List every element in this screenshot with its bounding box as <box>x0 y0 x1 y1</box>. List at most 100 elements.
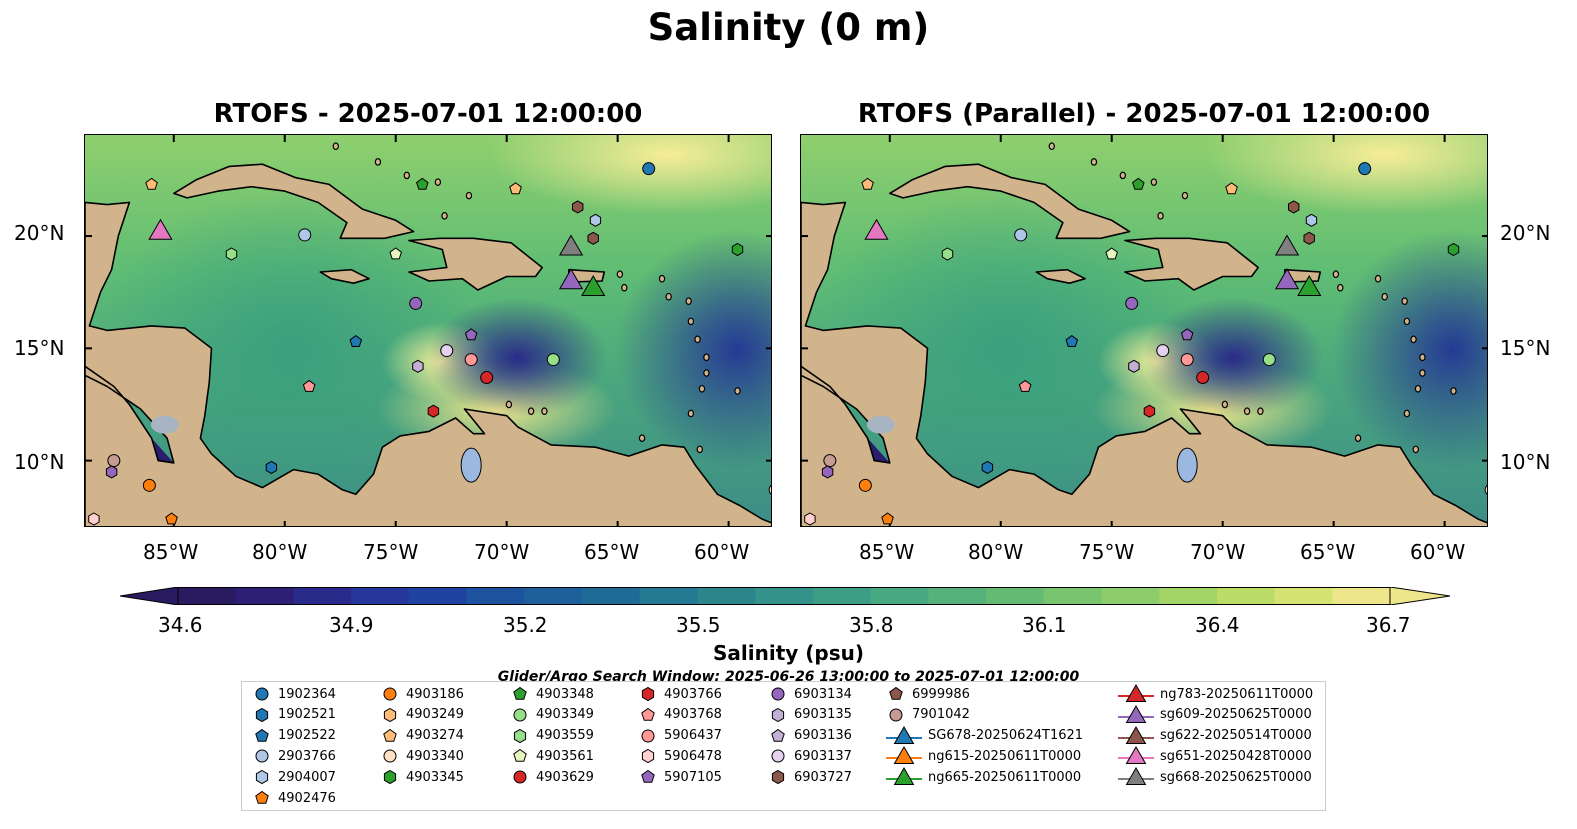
argo-float-7901042 <box>107 454 121 468</box>
legend-item: sg668-20250625T0000 <box>1118 767 1312 787</box>
small-island <box>374 158 382 166</box>
legend-item: 6903136 <box>768 726 852 746</box>
argo-float-5907105 <box>464 328 478 341</box>
pentagon-marker-icon <box>641 707 655 721</box>
argo-float-4903768 <box>302 379 316 392</box>
legend-item: sg609-20250625T0000 <box>1118 704 1312 725</box>
legend-label: 1902364 <box>278 686 336 702</box>
argo-float-7901042 <box>823 454 837 468</box>
argo-float-4903274 <box>1225 182 1238 195</box>
argo-float-4903768 <box>1018 379 1032 392</box>
lon-label-60w-left: 60°W <box>694 540 750 564</box>
figure-title: Salinity (0 m) <box>647 6 930 49</box>
lake-nicaragua <box>866 415 895 434</box>
lon-label-65w-right: 65°W <box>1300 540 1356 564</box>
legend-label: ng615-20250611T0000 <box>928 748 1082 764</box>
argo-float-6903727 <box>587 231 599 245</box>
lon-label-85w-right: 85°W <box>859 540 915 564</box>
land-mass <box>408 237 544 291</box>
legend-label: ng665-20250611T0000 <box>928 769 1082 785</box>
legend: 1902364 1902521 1902522 2903766 2904007 49024… <box>241 681 1326 811</box>
legend-label: 4903345 <box>406 769 464 785</box>
legend-label: 4903249 <box>406 707 464 723</box>
argo-float-1902522 <box>1065 334 1079 347</box>
legend-item: 6903727 <box>768 767 852 787</box>
small-island <box>616 270 624 279</box>
small-island <box>1119 171 1127 180</box>
pentagon-marker-icon <box>771 728 785 742</box>
small-island <box>698 384 706 393</box>
argo-float-1902522 <box>349 334 363 347</box>
colorbar-tick-label: 35.2 <box>503 613 548 637</box>
small-island <box>541 407 548 416</box>
argo-float-6903136 <box>821 465 834 479</box>
glider-sg668 <box>558 234 584 256</box>
legend-label: 4903349 <box>536 707 594 723</box>
lake-maracaibo <box>460 447 482 483</box>
small-island <box>734 387 741 395</box>
small-island <box>1374 274 1382 283</box>
small-island <box>332 142 339 151</box>
legend-item: ng665-20250611T0000 <box>886 767 1081 787</box>
argo-float-2903766 <box>1014 228 1028 242</box>
salinity-map-svg <box>801 135 1487 526</box>
circle-marker-icon <box>255 687 269 701</box>
legend-label: sg668-20250625T0000 <box>1160 769 1312 785</box>
argo-float-5906478 <box>88 512 100 526</box>
panel-left-title: RTOFS - 2025-07-01 12:00:00 <box>213 99 643 129</box>
argo-float-1902521 <box>981 460 994 474</box>
circle-marker-icon <box>889 708 903 722</box>
small-island <box>1221 400 1229 409</box>
legend-label: 5907105 <box>664 769 722 785</box>
circle-marker-icon <box>771 749 785 763</box>
colorbar-segment <box>582 587 641 605</box>
triangle-marker-icon <box>886 767 922 786</box>
legend-item: 4903768 <box>638 705 722 725</box>
colorbar-segment <box>1101 587 1160 605</box>
argo-float-4903340 <box>1484 484 1487 495</box>
legend-item: SG678-20250624T1621 <box>886 725 1083 746</box>
legend-label: 4903274 <box>406 728 464 744</box>
lat-label-15n-right: 15°N <box>1500 336 1551 360</box>
argo-float-2903766 <box>298 228 312 242</box>
legend-item: 4903186 <box>380 684 464 704</box>
hexagon-marker-icon <box>641 686 655 702</box>
glider-sg609 <box>558 268 584 290</box>
circle-marker-icon <box>255 749 269 763</box>
legend-label: 4903348 <box>536 686 594 702</box>
colorbar-segment <box>408 587 468 605</box>
legend-label: 6903727 <box>794 769 852 785</box>
argo-float-4903345 <box>731 242 744 257</box>
argo-float-1902364 <box>1358 162 1372 176</box>
small-island <box>694 335 701 344</box>
pentagon-marker-icon <box>641 770 655 783</box>
colorbar-segment <box>1274 587 1333 605</box>
legend-item: 1902522 <box>252 726 336 746</box>
argo-float-6903136 <box>105 465 118 479</box>
colorbar-extend-min <box>120 587 179 605</box>
triangle-marker-icon <box>1118 704 1154 723</box>
legend-label: 1902521 <box>278 707 336 723</box>
legend-item: 7901042 <box>886 705 970 725</box>
map-panel-rtofs-parallel <box>800 134 1488 527</box>
triangle-marker-icon <box>1118 746 1154 765</box>
legend-label: 4903340 <box>406 748 464 764</box>
small-island <box>441 212 448 220</box>
small-island <box>1090 158 1098 166</box>
legend-item: 6903134 <box>768 684 852 704</box>
argo-float-4903274 <box>145 177 158 190</box>
hexagon-marker-icon <box>641 749 655 764</box>
small-island <box>505 400 513 409</box>
small-island <box>1381 292 1388 301</box>
argo-float-5906478 <box>804 512 816 526</box>
legend-label: 4903186 <box>406 686 464 702</box>
legend-item: 4903349 <box>510 705 594 725</box>
circle-marker-icon <box>771 687 785 701</box>
argo-float-4903629 <box>480 371 494 385</box>
legend-item: 5907105 <box>638 767 722 787</box>
argo-float-4903559 <box>225 247 238 261</box>
legend-label: 7901042 <box>912 707 970 723</box>
hexagon-marker-icon <box>255 707 269 722</box>
colorbar-segment <box>1216 587 1276 605</box>
legend-item: 6999986 <box>886 684 970 704</box>
